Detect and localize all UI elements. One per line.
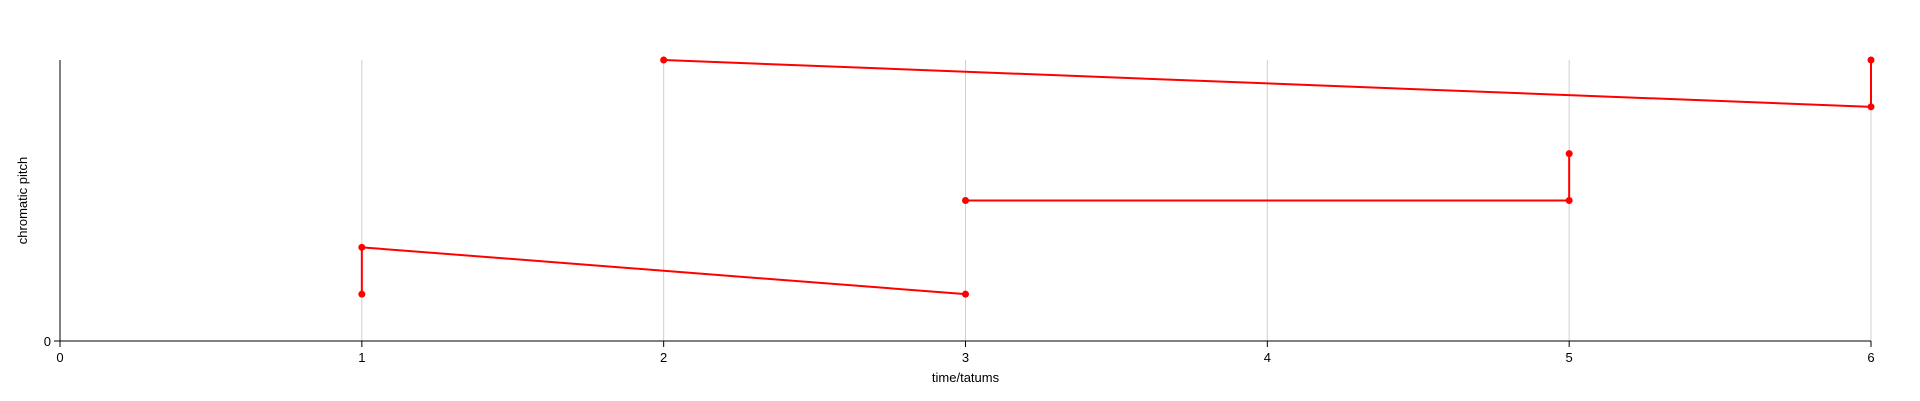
x-tick-label-4: 4: [1264, 350, 1271, 365]
x-tick-label-2: 2: [660, 350, 667, 365]
x-tick-label-1: 1: [358, 350, 365, 365]
data-point-1-3: [962, 290, 969, 298]
data-point-3-3: [1867, 56, 1875, 64]
data-point-3-1: [660, 56, 668, 64]
x-tick-label-5: 5: [1566, 350, 1573, 365]
x-tick-label-0: 0: [56, 350, 63, 365]
y-axis-title: chromatic pitch: [15, 157, 30, 244]
data-point-2-2: [1565, 197, 1573, 204]
data-point-3-2: [1867, 103, 1875, 111]
data-point-2-1: [962, 197, 969, 204]
data-point-1-1: [358, 290, 366, 298]
series-group: [358, 56, 1875, 298]
x-tick-label-3: 3: [962, 350, 969, 365]
series-3: [660, 56, 1875, 111]
data-point-2-3: [1565, 150, 1573, 158]
data-point-1-2: [358, 243, 366, 251]
tick-marks: 0 1 2 3 4 5 6 0: [44, 334, 1875, 365]
series-1: [358, 243, 969, 298]
y-tick-label-0: 0: [44, 334, 51, 349]
x-tick-label-6: 6: [1867, 350, 1874, 365]
x-axis-title: time/tatums: [932, 370, 1000, 385]
series-2: [962, 150, 1573, 204]
